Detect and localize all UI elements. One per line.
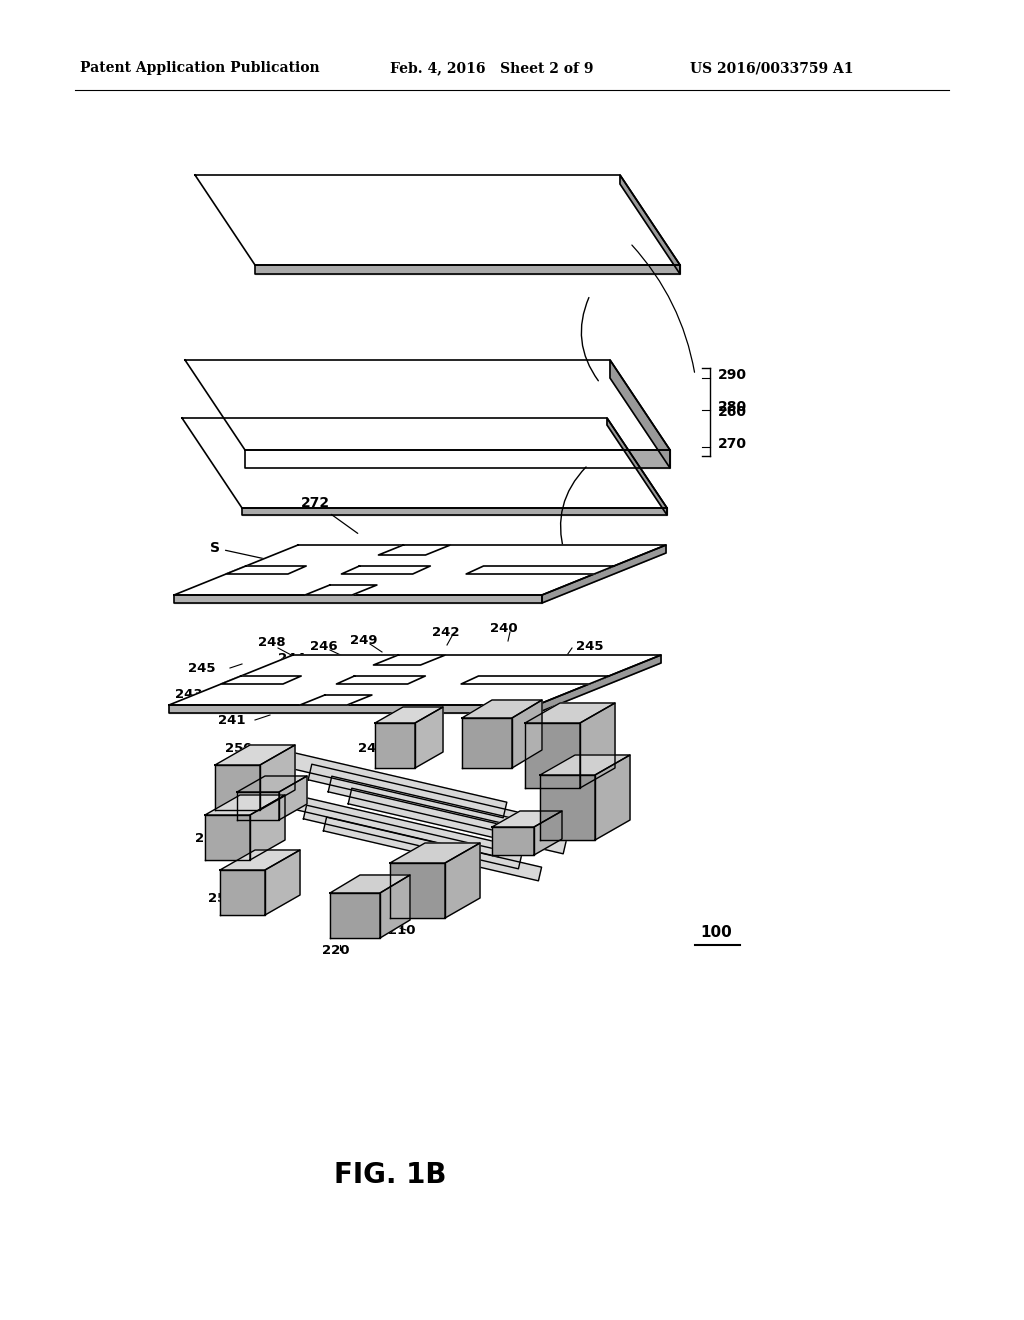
Polygon shape: [174, 545, 666, 595]
Text: Patent Application Publication: Patent Application Publication: [80, 61, 319, 75]
Polygon shape: [237, 776, 307, 792]
Polygon shape: [260, 744, 295, 810]
Text: 248: 248: [258, 635, 286, 648]
Polygon shape: [185, 360, 670, 450]
Polygon shape: [380, 875, 410, 939]
Polygon shape: [390, 863, 445, 917]
Polygon shape: [540, 775, 595, 840]
Polygon shape: [221, 676, 301, 684]
Text: 280: 280: [718, 400, 748, 414]
Text: 243: 243: [175, 689, 203, 701]
Text: 290: 290: [718, 368, 746, 381]
Polygon shape: [195, 176, 680, 265]
Text: 230: 230: [502, 833, 529, 846]
Polygon shape: [390, 843, 480, 863]
Polygon shape: [492, 810, 562, 828]
Text: FIG. 1B: FIG. 1B: [334, 1162, 446, 1189]
Text: 210: 210: [528, 743, 555, 756]
Polygon shape: [215, 766, 260, 810]
Polygon shape: [462, 700, 542, 718]
Text: 210: 210: [388, 924, 416, 936]
Text: US 2016/0033759 A1: US 2016/0033759 A1: [690, 61, 853, 75]
Text: 270: 270: [718, 437, 746, 451]
Text: 220: 220: [322, 944, 349, 957]
Polygon shape: [542, 545, 666, 603]
Text: 246: 246: [310, 639, 338, 652]
Polygon shape: [220, 850, 300, 870]
Polygon shape: [250, 795, 285, 861]
Text: 244: 244: [278, 652, 305, 664]
Polygon shape: [226, 566, 306, 574]
Polygon shape: [461, 676, 609, 684]
Polygon shape: [205, 814, 250, 861]
Text: Feb. 4, 2016   Sheet 2 of 9: Feb. 4, 2016 Sheet 2 of 9: [390, 61, 594, 75]
Polygon shape: [595, 755, 630, 840]
Text: 245: 245: [575, 639, 603, 652]
Polygon shape: [308, 764, 526, 830]
Polygon shape: [255, 265, 680, 275]
Polygon shape: [279, 776, 307, 820]
Polygon shape: [540, 755, 630, 775]
Polygon shape: [466, 566, 614, 574]
Text: 250: 250: [225, 742, 253, 755]
Polygon shape: [525, 704, 615, 723]
Polygon shape: [245, 450, 670, 469]
Text: 250: 250: [195, 832, 222, 845]
Polygon shape: [534, 810, 562, 855]
Text: 241: 241: [218, 714, 246, 726]
Text: 260: 260: [718, 405, 746, 418]
Polygon shape: [610, 360, 670, 469]
Text: 210: 210: [552, 799, 580, 812]
Polygon shape: [174, 595, 542, 603]
Text: 249: 249: [358, 742, 385, 755]
Text: 272: 272: [301, 496, 357, 533]
Polygon shape: [375, 723, 415, 768]
Polygon shape: [462, 718, 512, 768]
Polygon shape: [337, 676, 425, 684]
Text: 220: 220: [470, 742, 498, 755]
Polygon shape: [445, 843, 480, 917]
Polygon shape: [182, 418, 667, 508]
Polygon shape: [328, 776, 547, 842]
Polygon shape: [375, 708, 443, 723]
Polygon shape: [169, 705, 537, 713]
Polygon shape: [265, 850, 300, 915]
Polygon shape: [620, 176, 680, 275]
Polygon shape: [288, 752, 507, 818]
Polygon shape: [237, 792, 279, 820]
Polygon shape: [537, 655, 662, 713]
Polygon shape: [374, 655, 445, 665]
Text: 230: 230: [218, 793, 246, 807]
Polygon shape: [415, 708, 443, 768]
Text: 245: 245: [188, 661, 215, 675]
Polygon shape: [330, 894, 380, 939]
Polygon shape: [492, 828, 534, 855]
Polygon shape: [379, 545, 451, 554]
Text: 100: 100: [700, 925, 732, 940]
Text: 242: 242: [432, 626, 460, 639]
Polygon shape: [300, 696, 372, 705]
Polygon shape: [330, 875, 410, 894]
Text: 250: 250: [208, 891, 236, 904]
Polygon shape: [580, 704, 615, 788]
Text: 249: 249: [350, 634, 378, 647]
Polygon shape: [348, 788, 567, 854]
Polygon shape: [324, 817, 542, 880]
Text: S: S: [210, 541, 267, 560]
Text: 240: 240: [490, 622, 517, 635]
Polygon shape: [305, 585, 377, 595]
Polygon shape: [284, 793, 502, 857]
Polygon shape: [512, 700, 542, 768]
Polygon shape: [205, 795, 285, 814]
Polygon shape: [303, 805, 521, 869]
Text: 244: 244: [496, 708, 523, 721]
Polygon shape: [525, 723, 580, 788]
Polygon shape: [215, 744, 295, 766]
Polygon shape: [169, 655, 662, 705]
Polygon shape: [242, 508, 667, 515]
Polygon shape: [607, 418, 667, 515]
Polygon shape: [341, 566, 430, 574]
Polygon shape: [220, 870, 265, 915]
